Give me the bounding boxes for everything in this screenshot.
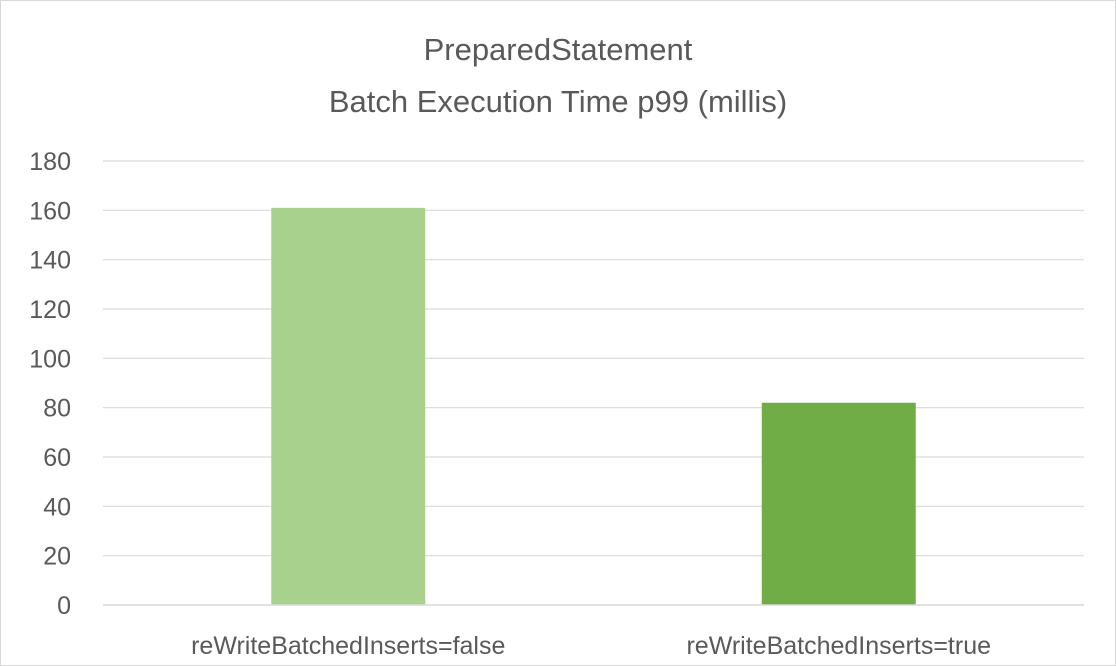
- y-tick-label-20: 20: [43, 543, 71, 571]
- y-tick-label-40: 40: [43, 493, 71, 521]
- chart-title-line-1: PreparedStatement: [424, 32, 693, 67]
- gridlines: [103, 160, 1084, 557]
- bars: [271, 207, 916, 605]
- y-tick-label-80: 80: [43, 395, 71, 423]
- y-tick-label-60: 60: [43, 444, 71, 472]
- y-tick-label-120: 120: [29, 296, 71, 324]
- bar-false: [271, 207, 426, 605]
- x-category-label-false: reWriteBatchedInserts=false: [191, 632, 505, 660]
- y-tick-label-140: 140: [29, 247, 71, 275]
- y-tick-label-100: 100: [29, 345, 71, 373]
- y-tick-label-180: 180: [29, 148, 71, 176]
- bar-true: [761, 402, 916, 605]
- y-tick-label-160: 160: [29, 197, 71, 225]
- y-tick-label-0: 0: [57, 592, 71, 620]
- x-category-label-true: reWriteBatchedInserts=true: [686, 632, 991, 660]
- y-axis-tick-labels: 0 20 40 60 80 100 120 140 160 180: [29, 148, 71, 620]
- chart-title-line-2: Batch Execution Time p99 (millis): [329, 84, 787, 119]
- chart-title: PreparedStatement Batch Execution Time p…: [329, 32, 787, 119]
- x-axis-category-labels: reWriteBatchedInserts=false reWriteBatche…: [191, 632, 991, 660]
